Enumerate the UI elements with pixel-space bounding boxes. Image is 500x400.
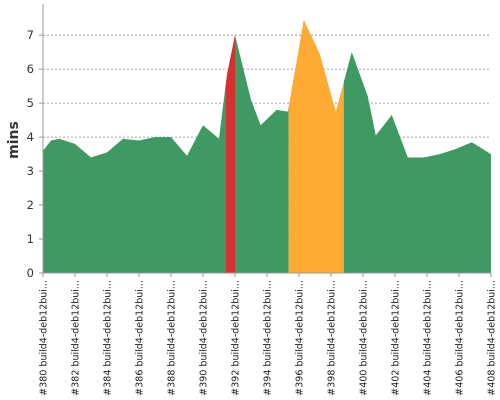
y-axis-title: mins — [6, 121, 22, 159]
x-tick-label-22: #402 build4-deb12bui... — [391, 280, 402, 396]
y-tick-label-1: 1 — [27, 232, 34, 246]
area-segment-unstable-3 — [288, 19, 344, 273]
x-tick-label-24: #404 build4-deb12bui... — [423, 280, 434, 396]
area-segment-success-2 — [235, 38, 289, 273]
x-tick-label-14: #394 build4-deb12bui... — [263, 280, 274, 396]
y-tick-label-3: 3 — [27, 164, 34, 178]
y-tick-label-4: 4 — [27, 130, 34, 144]
x-tick-label-20: #400 build4-deb12bui... — [359, 280, 370, 396]
area-segment-success-0 — [43, 87, 226, 273]
y-tick-label-6: 6 — [27, 62, 34, 76]
y-tick-label-5: 5 — [27, 96, 34, 110]
x-tick-label-4: #384 build4-deb12bui... — [103, 280, 114, 396]
x-tick-label-26: #406 build4-deb12bui... — [455, 280, 466, 396]
y-tick-label-0: 0 — [27, 266, 34, 280]
x-tick-label-2: #382 build4-deb12bui... — [71, 280, 82, 396]
y-tick-label-7: 7 — [27, 28, 34, 42]
x-tick-label-0: #380 build4-deb12bui... — [39, 280, 50, 396]
y-tick-label-2: 2 — [27, 198, 34, 212]
x-tick-label-28: #408 build4-deb12bui... — [487, 280, 498, 396]
x-tick-labels: #380 build4-deb12bui... #382 build4-deb12… — [39, 273, 498, 396]
x-tick-label-16: #396 build4-deb12bui... — [295, 280, 306, 396]
x-tick-label-18: #398 build4-deb12bui... — [327, 280, 338, 396]
axes — [39, 4, 491, 274]
x-tick-label-6: #386 build4-deb12bui... — [135, 280, 146, 396]
x-tick-label-8: #388 build4-deb12bui... — [167, 280, 178, 396]
x-tick-label-12: #392 build4-deb12bui... — [231, 280, 242, 396]
y-tick-labels: 0 1 2 3 4 5 6 7 — [27, 28, 34, 280]
area-segment-failure-1 — [225, 35, 236, 274]
duration-area — [43, 19, 491, 274]
x-tick-label-10: #390 build4-deb12bui... — [199, 280, 210, 396]
area-segment-success-4 — [343, 52, 491, 273]
